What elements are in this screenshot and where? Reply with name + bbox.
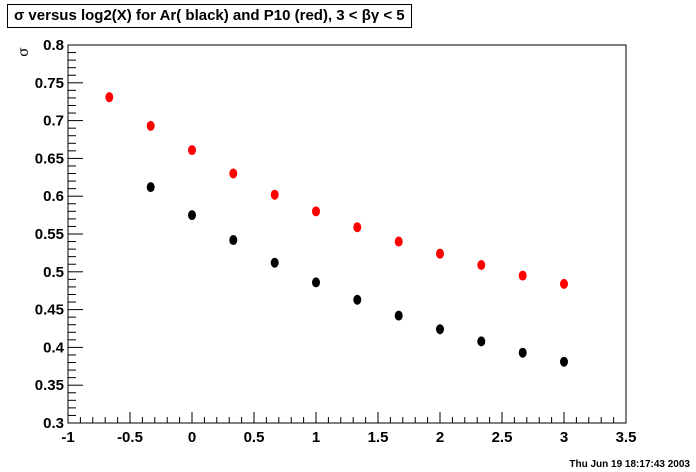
y-tick-label: 0.35 bbox=[35, 377, 64, 394]
data-point bbox=[146, 182, 155, 193]
x-tick-label: 3 bbox=[560, 429, 568, 446]
chart-title: σ versus log2(X) for Ar( black) and P10 … bbox=[7, 4, 412, 28]
data-point bbox=[312, 277, 320, 288]
plot-frame bbox=[67, 44, 627, 424]
data-point bbox=[270, 189, 279, 200]
data-points bbox=[105, 92, 568, 367]
data-point bbox=[312, 206, 320, 217]
data-point bbox=[270, 257, 279, 268]
axes: -1 -0.5 0 0.5 1 1.5 2 2.5 3 3.5 0.3 0.35 0.4 0.45 0.5 0… bbox=[35, 37, 637, 446]
y-tick-label: 0.8 bbox=[43, 37, 64, 54]
data-point bbox=[477, 259, 486, 270]
data-point bbox=[188, 145, 196, 156]
x-tick-label: -0.5 bbox=[117, 429, 143, 446]
x-tick-label: 0.5 bbox=[244, 429, 265, 446]
y-tick-label: 0.6 bbox=[43, 188, 64, 205]
data-point bbox=[394, 310, 403, 321]
x-tick-label: 2.5 bbox=[492, 429, 513, 446]
x-tick-label: 1.5 bbox=[368, 429, 389, 446]
y-tick-label: 0.75 bbox=[35, 75, 64, 92]
data-point bbox=[105, 92, 114, 103]
data-point bbox=[353, 222, 362, 233]
y-tick-label: 0.7 bbox=[43, 113, 64, 130]
data-point bbox=[560, 356, 568, 367]
y-tick-label: 0.5 bbox=[43, 264, 64, 281]
data-point bbox=[518, 347, 527, 358]
y-tick-label: 0.65 bbox=[35, 150, 64, 167]
data-point bbox=[436, 324, 444, 335]
data-point bbox=[560, 278, 568, 289]
y-tick-label: 0.3 bbox=[43, 415, 64, 432]
data-point bbox=[146, 120, 155, 131]
data-point bbox=[353, 294, 362, 305]
x-tick-label: 2 bbox=[436, 429, 444, 446]
x-tick-label: 1 bbox=[312, 429, 320, 446]
x-tick-label: 3.5 bbox=[616, 429, 637, 446]
data-point bbox=[188, 210, 196, 221]
data-point bbox=[436, 248, 444, 259]
y-axis-label: σ bbox=[16, 47, 32, 57]
x-tick-label: -1 bbox=[61, 429, 74, 446]
x-tick-label: 0 bbox=[188, 429, 196, 446]
y-tick-label: 0.55 bbox=[35, 226, 64, 243]
timestamp: Thu Jun 19 18:17:43 2003 bbox=[569, 459, 690, 470]
y-tick-label: 0.4 bbox=[43, 339, 65, 356]
data-point bbox=[518, 270, 527, 281]
data-point bbox=[394, 236, 403, 247]
data-point bbox=[229, 235, 238, 246]
y-tick-label: 0.45 bbox=[35, 302, 64, 319]
data-point bbox=[477, 336, 486, 347]
data-point bbox=[229, 168, 238, 179]
